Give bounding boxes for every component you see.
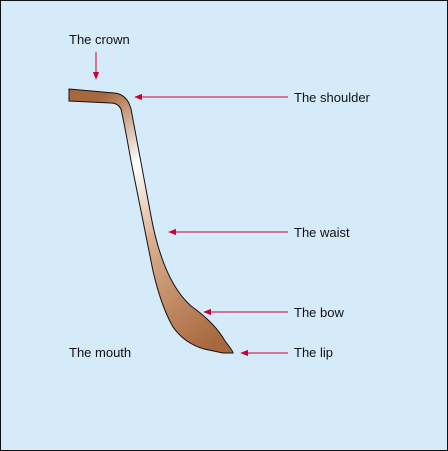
bell-profile-shape xyxy=(68,88,234,354)
lip-label: The lip xyxy=(294,345,334,360)
crown-label: The crown xyxy=(69,32,130,47)
mouth-label: The mouth xyxy=(69,345,132,360)
waist-label: The waist xyxy=(294,225,350,240)
shoulder-label: The shoulder xyxy=(294,90,370,105)
bow-label: The bow xyxy=(294,305,344,320)
